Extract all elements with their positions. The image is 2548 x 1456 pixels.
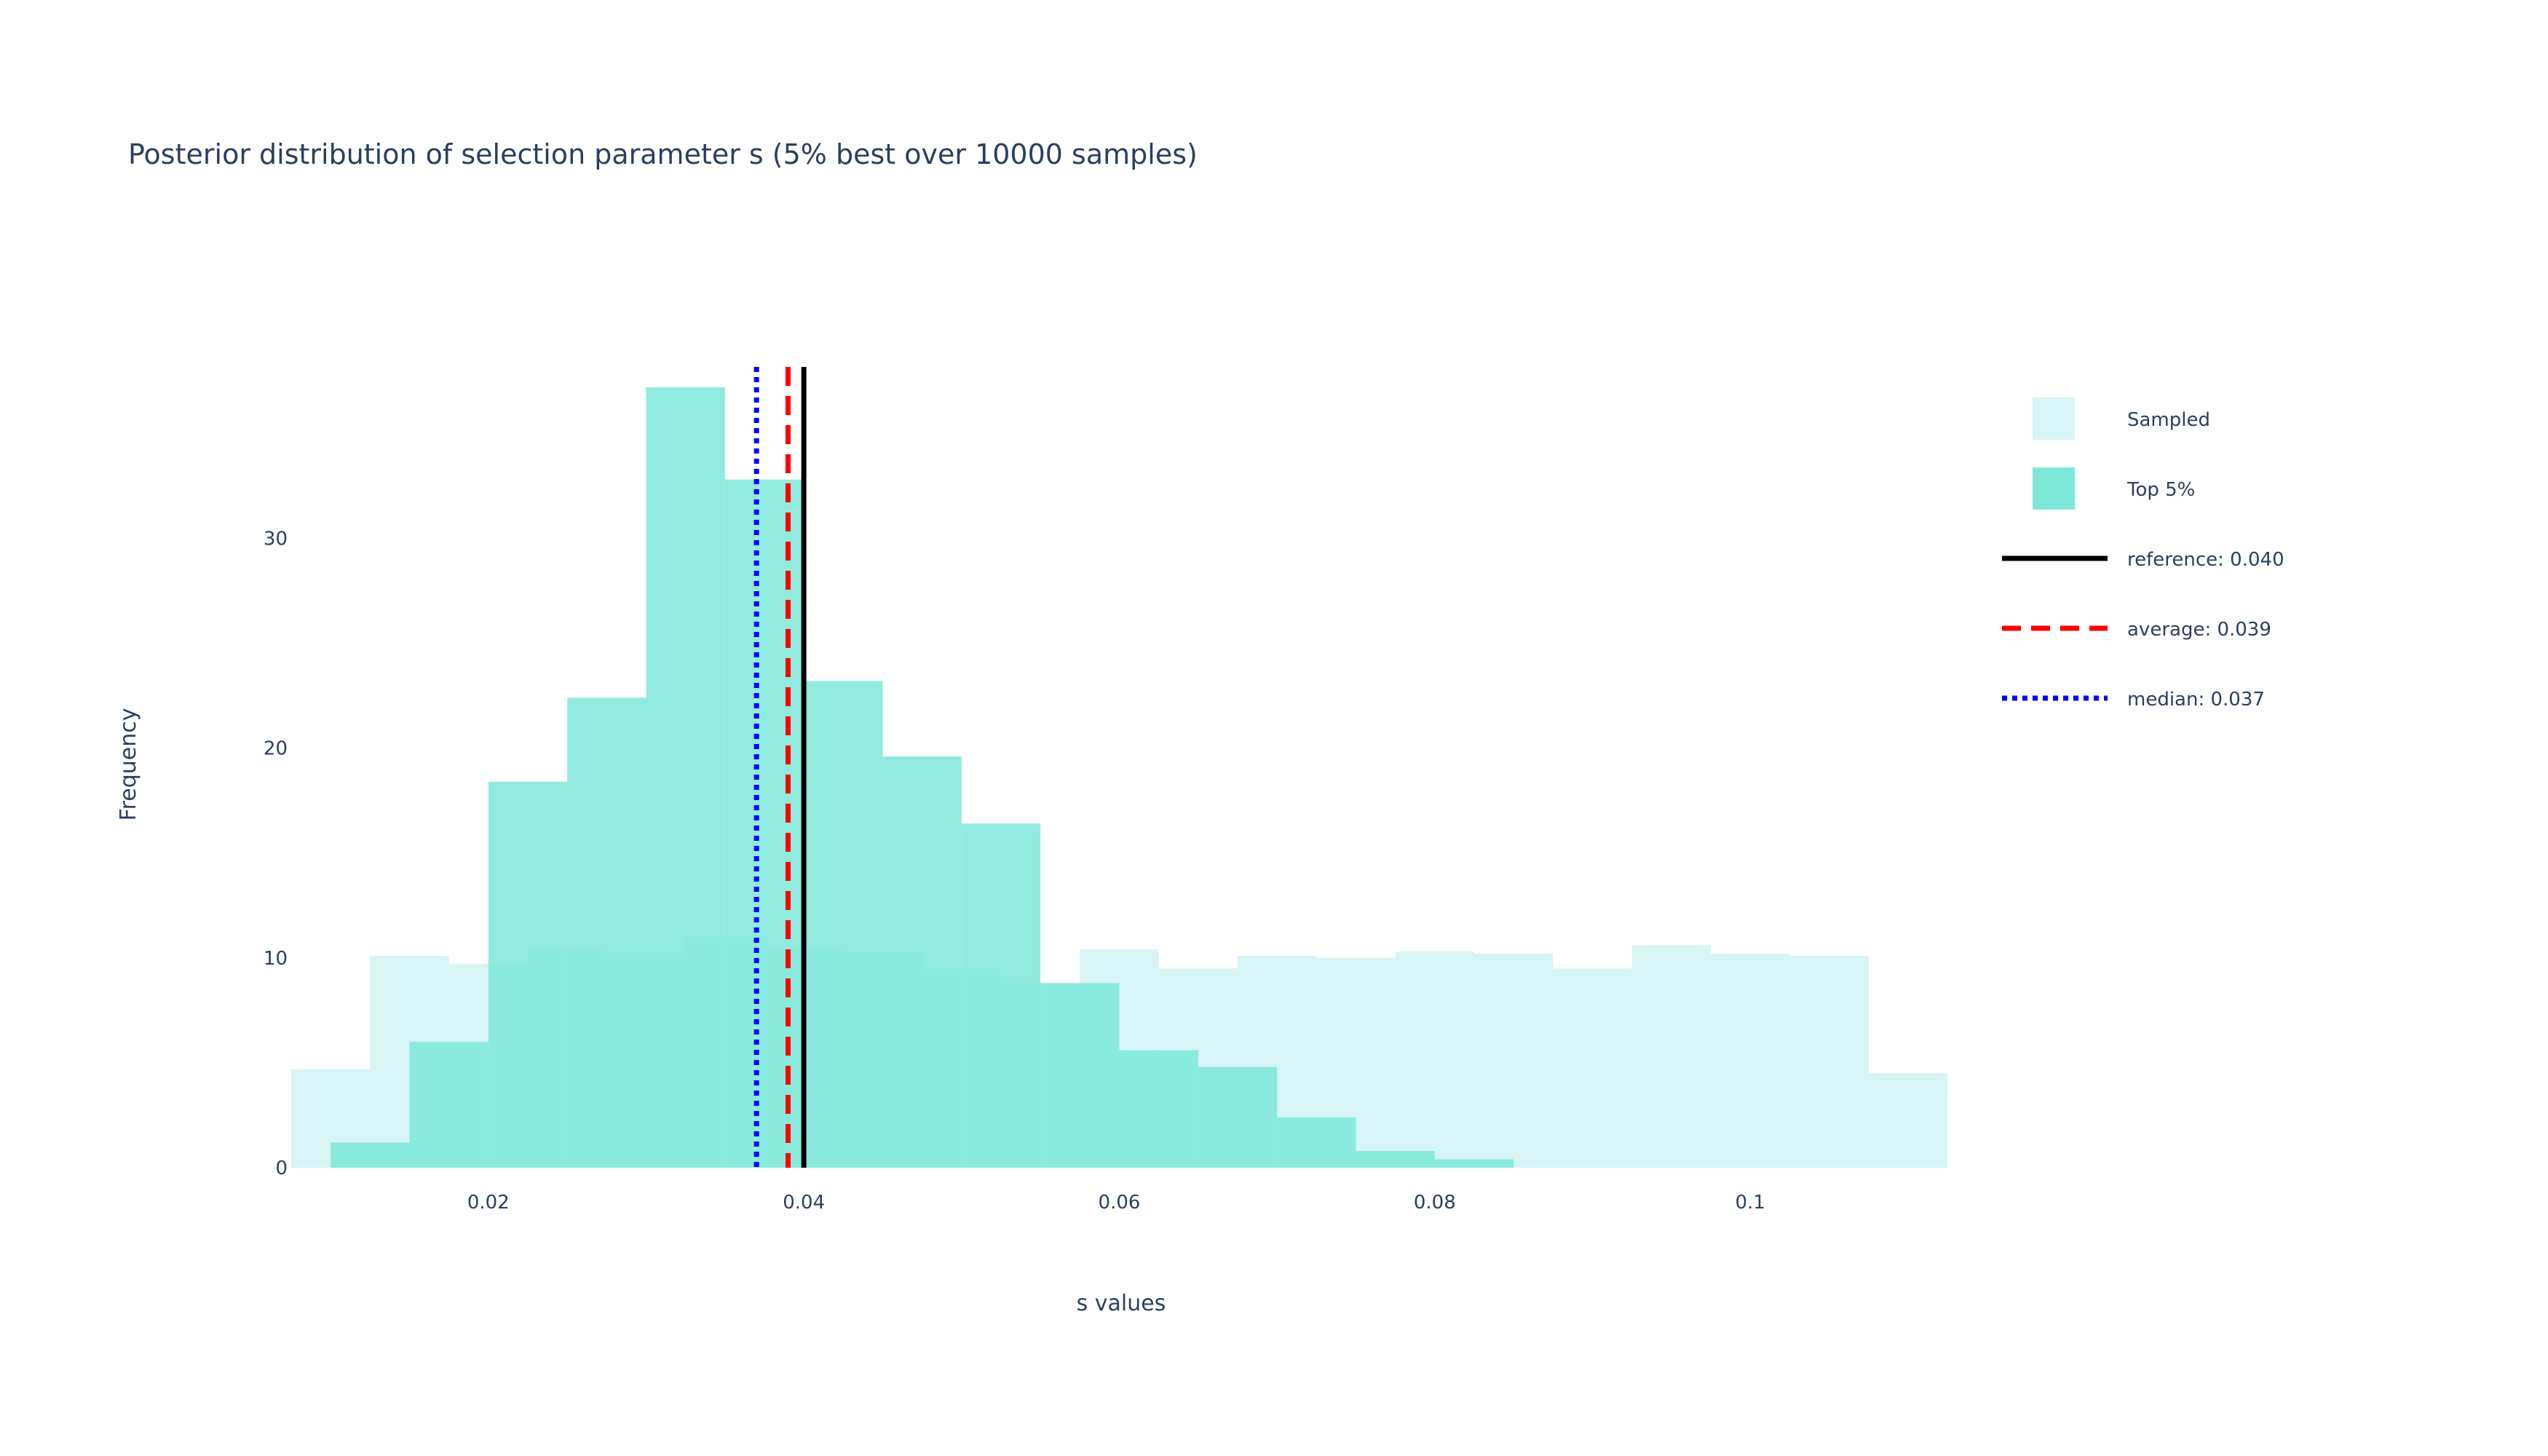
legend-label: median: 0.037 — [2127, 689, 2265, 711]
legend-swatch — [2033, 467, 2075, 510]
bar-top-5-13 — [1356, 1150, 1435, 1168]
bar-sampled-14 — [1395, 951, 1474, 1168]
y-axis-ticks: 0 10 20 30 — [264, 528, 288, 1179]
bar-top-5-5 — [724, 479, 804, 1168]
legend-item: average: 0.039 — [2002, 619, 2271, 641]
bar-top-5-3 — [567, 697, 646, 1168]
bar-top-5-4 — [646, 387, 725, 1168]
reference-lines-layer — [753, 367, 807, 1168]
legend-label: average: 0.039 — [2127, 619, 2271, 641]
bar-top-5-0 — [331, 1142, 410, 1168]
legend-label: reference: 0.040 — [2127, 549, 2284, 571]
bar-top-5-9 — [1040, 983, 1120, 1168]
bar-top-5-10 — [1119, 1050, 1198, 1168]
bar-sampled-20 — [1868, 1073, 1947, 1168]
bar-sampled-19 — [1789, 955, 1869, 1168]
y-tick-label: 20 — [264, 738, 288, 760]
legend-item: Top 5% — [2033, 467, 2195, 510]
bar-top-5-14 — [1434, 1159, 1514, 1168]
x-axis-ticks: 0.02 0.04 0.06 0.08 0.1 — [467, 1192, 1765, 1214]
bar-sampled-18 — [1711, 954, 1790, 1168]
y-axis-title: Frequency — [116, 708, 141, 821]
bar-sampled-16 — [1553, 968, 1632, 1168]
legend-item: Sampled — [2033, 397, 2210, 440]
bar-top-5-11 — [1198, 1067, 1278, 1168]
bar-top-5-8 — [961, 823, 1041, 1168]
bar-top-5-7 — [882, 756, 962, 1168]
x-axis-title: s values — [1077, 1291, 1166, 1316]
legend: Sampled Top 5% reference: 0.040 average: 0.… — [2002, 397, 2284, 711]
x-tick-label: 0.08 — [1414, 1192, 1456, 1214]
bar-top-5-1 — [409, 1042, 488, 1168]
legend-label: Top 5% — [2126, 479, 2195, 501]
bar-sampled-15 — [1474, 954, 1554, 1168]
bar-top-5-12 — [1277, 1117, 1356, 1168]
chart-title: Posterior distribution of selection para… — [128, 138, 1198, 170]
x-tick-label: 0.1 — [1735, 1192, 1765, 1214]
y-tick-label: 30 — [264, 528, 288, 550]
x-tick-label: 0.06 — [1099, 1192, 1141, 1214]
y-tick-label: 10 — [264, 948, 288, 970]
x-tick-label: 0.02 — [467, 1192, 510, 1214]
bar-sampled-17 — [1631, 945, 1711, 1168]
x-tick-label: 0.04 — [783, 1192, 825, 1214]
bar-top-5-6 — [804, 681, 883, 1168]
y-tick-label: 0 — [275, 1158, 288, 1179]
legend-item: median: 0.037 — [2002, 689, 2265, 711]
legend-label: Sampled — [2127, 409, 2210, 431]
bar-top-5-2 — [488, 781, 568, 1168]
legend-swatch — [2033, 397, 2075, 440]
legend-item: reference: 0.040 — [2002, 549, 2284, 571]
bars-layer — [291, 387, 1947, 1168]
